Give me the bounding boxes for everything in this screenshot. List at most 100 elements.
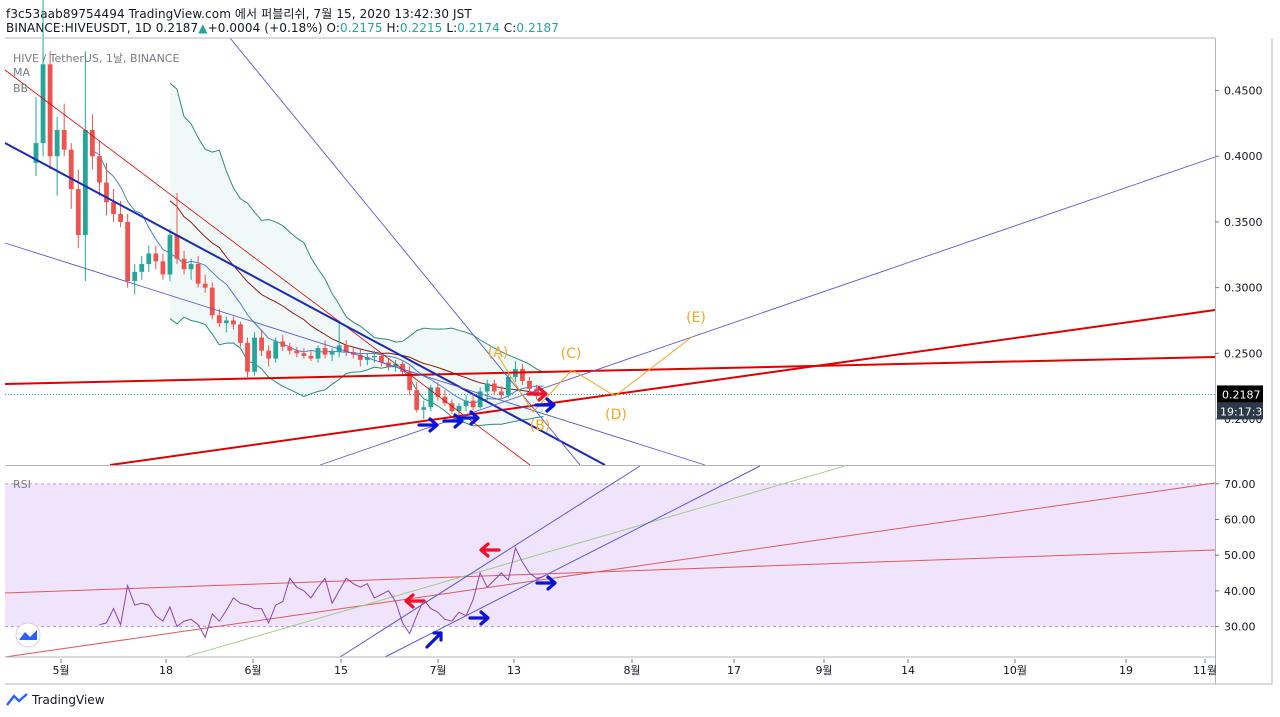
candle: [414, 382, 420, 413]
candle-body: [357, 354, 363, 360]
candle-body: [520, 369, 525, 381]
candle-body: [174, 235, 180, 259]
arrow-markers: [404, 386, 557, 649]
candle: [393, 359, 398, 372]
candle: [125, 214, 131, 288]
wave-label: (C): [561, 346, 582, 362]
candle: [181, 250, 187, 275]
bb-indicator-label[interactable]: BB: [13, 82, 29, 95]
candle: [505, 371, 511, 398]
bb-upper: [169, 82, 544, 373]
candle: [308, 350, 314, 362]
rsi-trendline-blue-2: [384, 465, 761, 658]
low-label: L:: [446, 21, 458, 35]
candle-body: [153, 253, 159, 262]
candle-body: [498, 391, 504, 396]
candle: [442, 390, 448, 406]
candle: [491, 379, 497, 396]
blue-trendline-thick: [4, 142, 606, 466]
arrow-marker: [468, 610, 490, 626]
collapse-pane-icon: [15, 622, 41, 648]
blue-trendline-thin-3: [319, 156, 1216, 466]
candle: [223, 316, 229, 333]
chart-header-line1: f3c53aab89754494 TradingView.com 에서 퍼블리쉬…: [6, 5, 472, 22]
candle-body: [181, 258, 187, 270]
candle: [484, 379, 490, 401]
candle-body: [442, 396, 448, 404]
time-tick-label: 11월: [1193, 664, 1217, 677]
candle-body: [259, 337, 264, 351]
tradingview-brand[interactable]: TradingView: [6, 693, 105, 707]
candle-body: [160, 261, 166, 275]
candle-body: [223, 320, 229, 324]
candle-body: [315, 348, 321, 359]
candle: [202, 274, 208, 293]
candle-body: [195, 263, 201, 284]
candle: [379, 353, 384, 367]
tradingview-logo-icon: [6, 693, 28, 706]
chart-header-line2: BINANCE:HIVEUSDT, 1D 0.2187▲+0.0004 (+0.…: [6, 21, 559, 35]
rsi-trendline-blue-1: [339, 465, 641, 658]
candle: [287, 342, 293, 355]
candle: [160, 253, 166, 280]
candle-body: [505, 376, 511, 396]
candle-body: [68, 149, 74, 190]
candle-body: [287, 346, 293, 351]
candle: [153, 245, 159, 270]
bb-fill: [169, 83, 544, 426]
brand-name: TradingView: [32, 693, 105, 707]
symbol-label: BINANCE:HIVEUSDT, 1D: [6, 21, 152, 35]
candle-body: [104, 182, 109, 203]
candle-body: [252, 337, 257, 372]
candle: [252, 332, 257, 376]
rsi-indicator-label[interactable]: RSI: [13, 478, 31, 491]
close-label: C:: [503, 21, 517, 35]
ma-indicator-label[interactable]: MA: [13, 66, 31, 79]
rsi-tick-label: 50.00: [1224, 549, 1256, 562]
candle-body: [111, 202, 116, 215]
candle-body: [372, 355, 377, 358]
candle-body: [40, 64, 46, 144]
candle: [47, 51, 53, 170]
candle-body: [146, 253, 152, 264]
candle-body: [484, 383, 490, 392]
candle-body: [238, 324, 243, 343]
candle-body: [90, 129, 95, 157]
candle-body: [435, 387, 441, 397]
candle-body: [125, 221, 131, 282]
candle-body: [421, 407, 427, 410]
time-tick-label: 5월: [52, 664, 69, 677]
price-tick-label: 0.4500: [1224, 85, 1263, 98]
candle: [470, 395, 476, 410]
last-price-badge-label: 0.2187: [1222, 388, 1261, 401]
candle: [82, 51, 88, 282]
candle-body: [393, 363, 398, 367]
candle: [421, 400, 427, 420]
time-tick-label: 6월: [244, 664, 261, 677]
price-tick-label: 0.3000: [1224, 282, 1263, 295]
candle: [259, 329, 264, 356]
candle: [428, 384, 434, 412]
candle: [188, 258, 194, 280]
candle: [329, 348, 335, 362]
arrow-marker: [417, 417, 439, 433]
bollinger-bands: [169, 82, 544, 427]
rsi-band: [5, 483, 1215, 627]
rsi-trendline-rising: [4, 482, 1216, 658]
candle-body: [329, 352, 335, 355]
candle-body: [308, 355, 314, 359]
countdown-badge-label: 19:17:32: [1220, 405, 1269, 418]
candle-body: [82, 129, 88, 236]
candle: [111, 189, 116, 222]
candle: [463, 395, 469, 412]
candle-body: [364, 357, 370, 360]
red-trendline-flat: [4, 356, 1216, 385]
candle-body: [75, 189, 81, 236]
candle: [456, 403, 462, 417]
candle-body: [527, 380, 532, 389]
candle: [294, 346, 300, 358]
candle-body: [97, 156, 102, 183]
candle: [33, 97, 39, 176]
candle-body: [209, 287, 215, 316]
